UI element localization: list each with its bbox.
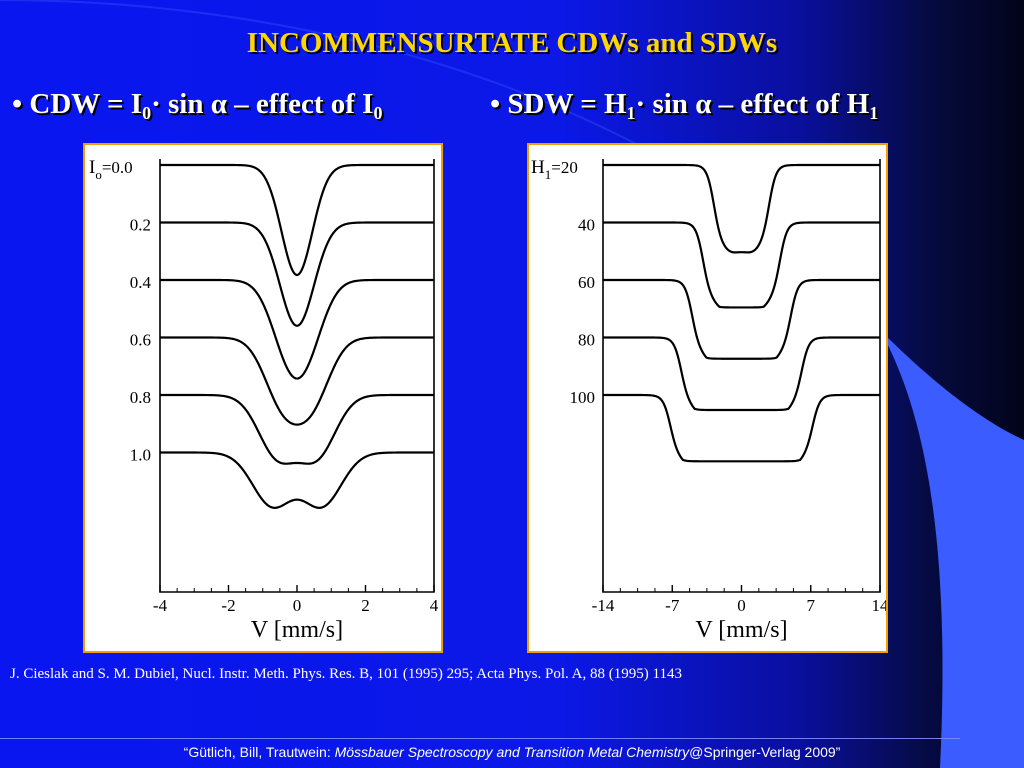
series-label: 40 — [578, 216, 595, 235]
spectrum-line — [159, 278, 435, 380]
cdw-spectra-chart: -4 -2 0 2 4 V [mm/s] Io=0.0 0.2 0.4 0.6 0.8 1.0 — [83, 143, 443, 653]
spectrum-line — [602, 393, 881, 463]
spectrum-line — [159, 221, 435, 327]
footer-italic: Mössbauer Spectroscopy and Transition Me… — [334, 744, 690, 760]
series-label: H1=20 — [531, 157, 578, 182]
bullet-sdw-alpha: α — [695, 88, 712, 120]
bullet-sdw: • SDW = H1· sin α – effect of H1 — [490, 88, 878, 124]
x-tick-label: 0 — [293, 596, 302, 615]
spectrum-line — [159, 163, 435, 277]
spectrum-line — [159, 336, 435, 426]
spectrum-line — [159, 451, 435, 509]
x-tick-label: 2 — [361, 596, 370, 615]
bullet-sdw-prefix: • SDW = H — [490, 88, 627, 120]
spectrum-line — [602, 278, 881, 360]
series-label: Io=0.0 — [89, 157, 133, 182]
bullet-cdw: • CDW = I0· sin α – effect of I0 — [12, 88, 382, 124]
x-tick-label: -7 — [665, 596, 680, 615]
series-label: 0.4 — [130, 273, 152, 292]
series-label: 1.0 — [130, 446, 151, 465]
bullet-sdw-mid: · sin — [635, 88, 696, 120]
x-tick-label: -2 — [221, 596, 235, 615]
x-tick-label: 0 — [737, 596, 746, 615]
series-label: 0.6 — [130, 331, 151, 350]
footer-post: @Springer-Verlag 2009” — [689, 744, 841, 760]
x-tick-label: 7 — [807, 596, 816, 615]
bullet-sdw-sub2: 1 — [869, 103, 879, 123]
bullet-cdw-sub1: 0 — [142, 103, 152, 123]
bullet-cdw-mid: · sin — [151, 88, 211, 120]
series-label: 80 — [578, 331, 595, 350]
spectrum-line — [602, 336, 881, 412]
spectrum-line — [602, 221, 881, 309]
slide-title: INCOMMENSURTATE CDWs and SDWs — [246, 27, 778, 59]
bullet-cdw-alpha: α — [210, 88, 227, 120]
bullet-cdw-prefix: • CDW = I — [12, 88, 143, 120]
footer-pre: “Gütlich, Bill, Trautwein: — [183, 744, 335, 760]
x-tick-label: -14 — [592, 596, 615, 615]
spectrum-line — [159, 393, 435, 465]
footer-divider — [0, 738, 960, 739]
cdw-spectra-svg: -4 -2 0 2 4 V [mm/s] Io=0.0 0.2 0.4 0.6 0.8 1.0 — [89, 157, 439, 643]
x-axis-label: V [mm/s] — [695, 617, 787, 643]
spectrum-line — [602, 163, 881, 254]
axis-frame — [602, 159, 881, 593]
footer-credit: “Gütlich, Bill, Trautwein: Mössbauer Spe… — [0, 744, 1024, 760]
series-label: 60 — [578, 273, 595, 292]
x-tick-label: 4 — [430, 596, 439, 615]
bullet-sdw-sub1: 1 — [626, 103, 636, 123]
series-label: 0.8 — [130, 388, 151, 407]
sdw-spectra-chart: -14 -7 0 7 14 V [mm/s] H1=20 40 60 80 100 — [527, 143, 888, 653]
bullet-cdw-suffix: – effect of I — [226, 88, 374, 120]
bullet-sdw-suffix: – effect of H — [711, 88, 870, 120]
series-label: 0.2 — [130, 216, 151, 235]
x-tick-label: 14 — [872, 596, 887, 615]
reference-citation: J. Cieslak and S. M. Dubiel, Nucl. Instr… — [10, 666, 682, 682]
sdw-spectra-svg: -14 -7 0 7 14 V [mm/s] H1=20 40 60 80 100 — [531, 157, 887, 643]
bullet-cdw-sub2: 0 — [373, 103, 383, 123]
series-label: 100 — [570, 388, 596, 407]
axis-frame — [159, 159, 435, 593]
x-axis-label: V [mm/s] — [251, 617, 343, 643]
x-tick-label: -4 — [153, 596, 168, 615]
